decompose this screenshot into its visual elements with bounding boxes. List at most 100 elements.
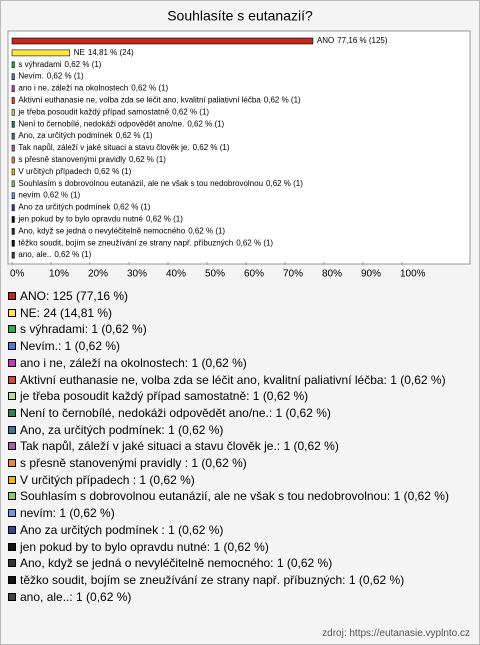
legend-swatch [8, 392, 16, 401]
bar [11, 180, 15, 188]
value-label: 0,62 % (1) [116, 131, 153, 140]
legend-item: Souhlasím s dobrovolnou eutanázií, ale n… [8, 488, 470, 505]
category-label: Ano za určitých podmínek [18, 203, 111, 212]
value-label: 0,62 % (1) [65, 60, 102, 69]
category-label: Souhlasím s dobrovolnou eutanázií, ale n… [18, 179, 263, 188]
legend-swatch [8, 542, 16, 551]
legend-item: Ano, když se jedná o nevyléčitelně nemoc… [8, 555, 470, 572]
bar [11, 109, 15, 116]
legend-label: V určitých případech : 1 (0,62 %) [20, 472, 195, 487]
bar-label: s výhradami 0,62 % (1) [18, 60, 101, 69]
legend-label: Nevím.: 1 (0,62 %) [20, 339, 121, 354]
legend-item: jen pokud by to bylo opravdu nutné: 1 (0… [8, 539, 470, 556]
legend-swatch [8, 425, 16, 434]
bar-label: Aktivní euthanasie ne, volba zda se léči… [18, 96, 301, 105]
category-label: jen pokud by to bylo opravdu nutné [17, 215, 143, 224]
legend-swatch [8, 559, 16, 568]
legend-swatch [8, 459, 16, 468]
legend-item: NE: 24 (14,81 %) [8, 305, 470, 322]
legend-label: ANO: 125 (77,16 %) [20, 289, 129, 303]
legend-item: ano i ne, záleží na okolnostech: 1 (0,62… [8, 355, 470, 372]
bar-label: jen pokud by to bylo opravdu nutné 0,62 %… [17, 215, 183, 224]
value-label: 14,81 % (24) [88, 48, 134, 57]
category-label: Ano, když se jedná o nevyléčitelně nemoc… [18, 227, 185, 236]
bar [11, 85, 15, 92]
value-label: 0,62 % (1) [172, 108, 209, 117]
value-label: 0,62 % (1) [94, 167, 131, 176]
category-label: nevím [18, 191, 40, 200]
legend-swatch [8, 442, 16, 451]
x-tick-label: 30% [127, 269, 147, 280]
category-label: Není to černobílé, nedokáži odpovědět an… [18, 119, 184, 128]
legend-swatch [8, 575, 16, 584]
legend-swatch [8, 308, 16, 317]
legend-label: Ano, když se jedná o nevyléčitelně nemoc… [20, 556, 333, 571]
bar-label: je třeba posoudit každý případ samostatn… [17, 108, 209, 117]
value-label: 0,62 % (1) [264, 96, 301, 105]
plot-box [7, 30, 471, 265]
legend-label: s přesně stanovenými pravidly : 1 (0,62 … [20, 456, 247, 471]
x-tick-label: 70% [283, 269, 303, 280]
bar [11, 228, 15, 235]
bar-label: ano i ne, záleží na okolnostech 0,62 % (1… [18, 84, 168, 93]
legend-swatch [8, 342, 16, 351]
x-tick-label: 80% [322, 269, 342, 280]
x-tick-label: 20% [88, 269, 108, 280]
legend-swatch [8, 509, 16, 518]
legend-item: s přesně stanovenými pravidly : 1 (0,62 … [8, 455, 470, 472]
chart-title: Souhlasíte s eutanazií? [167, 8, 313, 24]
legend-swatch [8, 325, 16, 334]
legend-swatch [8, 292, 16, 300]
category-label: ANO [317, 36, 334, 45]
bar [11, 49, 71, 57]
bar [11, 251, 15, 259]
legend-swatch [8, 492, 16, 501]
legend-swatch [8, 592, 16, 601]
legend-label: Tak napůl, záleží v jaké situaci a stavu… [20, 439, 339, 454]
chart: Souhlasíte s eutanazií? 0% 10% 20% 30% 40% 50… [7, 8, 471, 280]
value-label: 0,62 % (1) [266, 179, 303, 188]
bar-label: s přesně stanovenými pravidly 0,62 % (1) [18, 155, 166, 164]
legend-swatch [8, 525, 16, 534]
bar [11, 168, 15, 176]
legend-swatch [8, 375, 16, 384]
value-label: 0,62 % (1) [54, 250, 91, 259]
value-label: 0,62 % (1) [146, 215, 183, 224]
bar [11, 37, 314, 45]
category-label: NE [74, 48, 85, 57]
category-label: s přesně stanovenými pravidly [18, 155, 126, 164]
category-label: Tak napůl, záleží v jaké situaci a stavu… [18, 143, 189, 152]
bar [11, 61, 15, 69]
legend-swatch [8, 358, 16, 367]
legend-label: ano, ale..: 1 (0,62 %) [20, 589, 132, 604]
legend-label: Aktivní euthanasie ne, volba zda se léči… [20, 372, 446, 387]
legend-item: Není to černobílé, nedokáži odpovědět an… [8, 405, 470, 422]
bar-label: Ano, když se jedná o nevyléčitelně nemoc… [18, 227, 225, 236]
bar-label: NE 14,81 % (24) [74, 48, 134, 57]
value-label: 77,16 % (125) [337, 36, 388, 45]
x-tick-label: 40% [166, 269, 186, 280]
x-tick-label: 50% [205, 269, 225, 280]
legend-swatch [8, 408, 16, 417]
legend-label: s výhradami: 1 (0,62 %) [20, 322, 147, 337]
bar-label: ANO 77,16 % (125) [317, 36, 388, 45]
x-tick-label: 60% [244, 269, 264, 280]
legend-label: těžko soudit, bojím se zneužívání ze str… [20, 572, 405, 587]
category-label: s výhradami [18, 60, 61, 69]
bar [11, 156, 15, 164]
legend-item: je třeba posoudit každý případ samostatn… [8, 388, 470, 405]
category-label: V určitých případech [18, 167, 91, 176]
legend-label: ano i ne, záleží na okolnostech: 1 (0,62… [20, 355, 247, 370]
legend-item: Tak napůl, záleží v jaké situaci a stavu… [8, 438, 470, 455]
category-label: Ano, za určitých podmínek [18, 131, 113, 140]
bar [11, 204, 15, 211]
bar [11, 192, 15, 199]
value-label: 0,62 % (1) [236, 238, 273, 247]
legend: ANO: 125 (77,16 %) NE: 24 (14,81 %) s výhr… [8, 288, 470, 605]
bar [11, 97, 15, 104]
legend-item: těžko soudit, bojím se zneužívání ze str… [8, 572, 470, 589]
bar-label: Souhlasím s dobrovolnou eutanázií, ale n… [18, 179, 303, 188]
value-label: 0,62 % (1) [131, 84, 168, 93]
category-label: Nevím. [18, 72, 43, 81]
